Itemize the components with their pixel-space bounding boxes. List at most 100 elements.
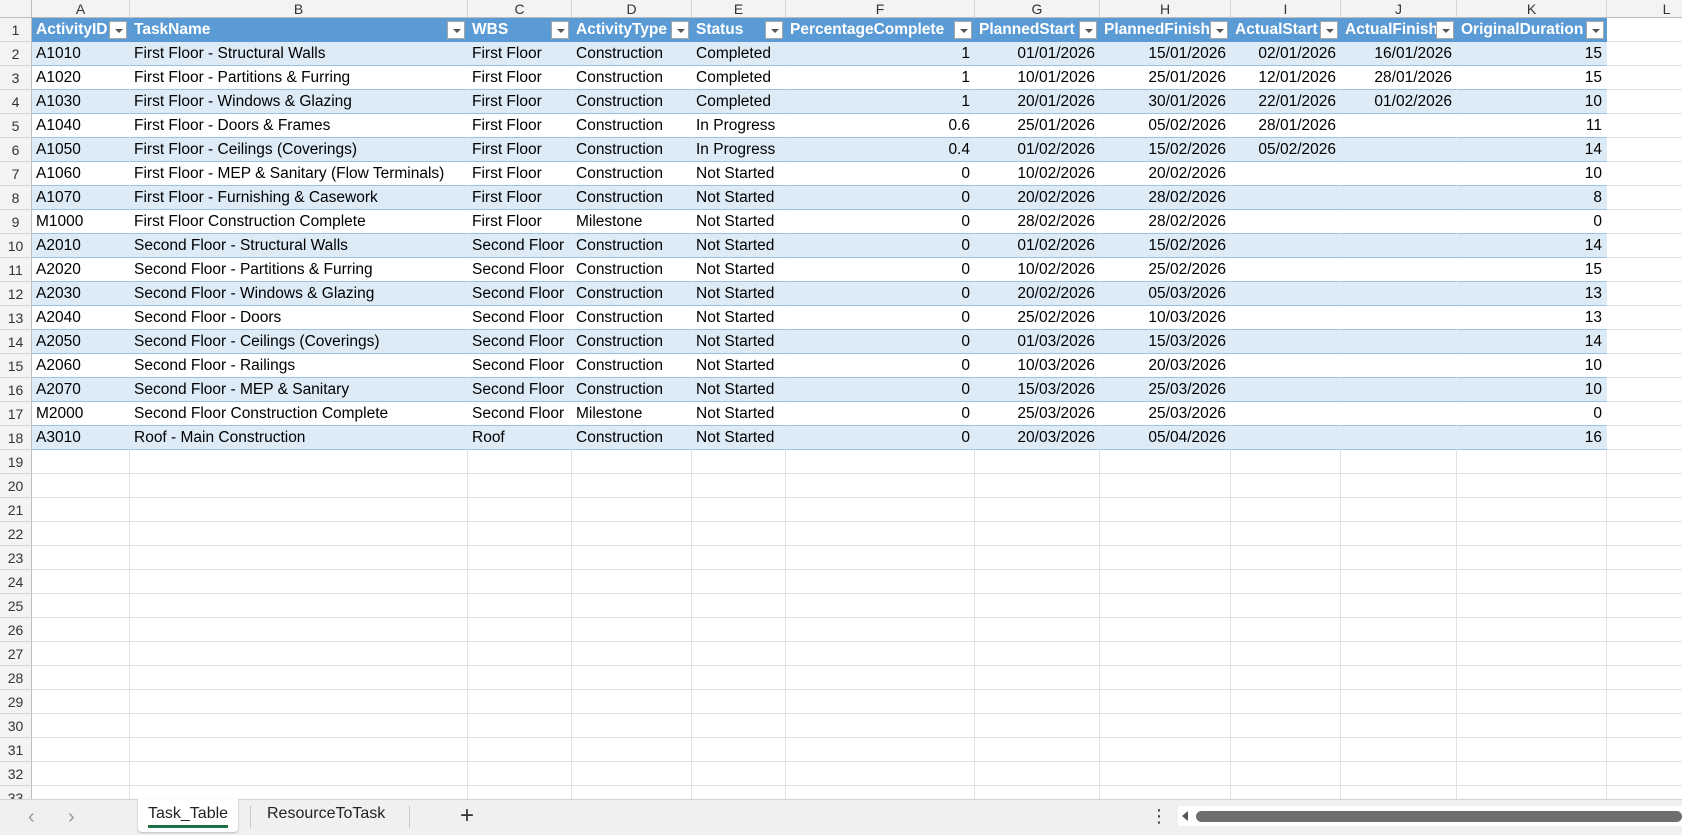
cell[interactable] — [572, 618, 692, 642]
cell[interactable]: 16/01/2026 — [1341, 42, 1457, 66]
cell[interactable]: 0.6 — [786, 114, 975, 138]
cell[interactable] — [786, 690, 975, 714]
tab-resource-to-task[interactable]: ResourceToTask — [257, 799, 395, 832]
row-header-8[interactable]: 8 — [0, 186, 32, 210]
row-header-20[interactable]: 20 — [0, 474, 32, 498]
cell[interactable] — [1341, 162, 1457, 186]
cell[interactable]: 10/01/2026 — [975, 66, 1100, 90]
cell[interactable] — [130, 594, 468, 618]
cell[interactable]: First Floor — [468, 186, 572, 210]
cell[interactable]: Not Started — [692, 354, 786, 378]
cell[interactable] — [692, 786, 786, 799]
column-header-D[interactable]: D — [572, 0, 692, 18]
cell[interactable]: Second Floor - Windows & Glazing — [130, 282, 468, 306]
cell[interactable] — [1231, 402, 1341, 426]
cell[interactable] — [1231, 546, 1341, 570]
table-header-activitytype[interactable]: ActivityType — [572, 18, 692, 42]
cell[interactable]: 0 — [786, 402, 975, 426]
cell[interactable] — [786, 762, 975, 786]
cell[interactable]: Second Floor - Doors — [130, 306, 468, 330]
cell[interactable] — [1341, 594, 1457, 618]
cell[interactable] — [1100, 450, 1231, 474]
cell[interactable] — [32, 546, 130, 570]
cell[interactable]: 20/03/2026 — [975, 426, 1100, 450]
cell[interactable]: 05/04/2026 — [1100, 426, 1231, 450]
cell[interactable] — [1100, 594, 1231, 618]
cell[interactable] — [1607, 162, 1682, 186]
cell[interactable]: Second Floor — [468, 282, 572, 306]
cell[interactable]: 1 — [786, 66, 975, 90]
cell[interactable]: Roof — [468, 426, 572, 450]
cell[interactable] — [572, 738, 692, 762]
cell[interactable] — [1341, 546, 1457, 570]
cell[interactable] — [1457, 522, 1607, 546]
cell[interactable] — [1607, 210, 1682, 234]
column-header-L[interactable]: L — [1607, 0, 1682, 18]
spreadsheet-grid[interactable]: A B C D E F G H I J K L 1 ActivityID TaskName WBS Activi… — [0, 0, 1682, 799]
row-header-24[interactable]: 24 — [0, 570, 32, 594]
cell[interactable] — [1100, 498, 1231, 522]
cell[interactable]: 0 — [786, 186, 975, 210]
cell[interactable] — [468, 618, 572, 642]
cell[interactable] — [32, 498, 130, 522]
row-header-12[interactable]: 12 — [0, 282, 32, 306]
vertical-dots-icon[interactable]: ⋮ — [1150, 806, 1168, 826]
cell[interactable]: 01/02/2026 — [975, 138, 1100, 162]
cell[interactable]: A2030 — [32, 282, 130, 306]
cell[interactable]: Not Started — [692, 186, 786, 210]
cell[interactable] — [130, 690, 468, 714]
cell[interactable] — [1231, 522, 1341, 546]
cell[interactable]: Construction — [572, 258, 692, 282]
cell[interactable]: Construction — [572, 114, 692, 138]
cell[interactable] — [572, 594, 692, 618]
cell[interactable]: 13 — [1457, 306, 1607, 330]
cell[interactable] — [572, 714, 692, 738]
cell[interactable] — [130, 714, 468, 738]
cell[interactable] — [786, 474, 975, 498]
cell[interactable] — [786, 450, 975, 474]
cell[interactable]: 0 — [786, 426, 975, 450]
row-header-31[interactable]: 31 — [0, 738, 32, 762]
row-header-30[interactable]: 30 — [0, 714, 32, 738]
cell[interactable] — [32, 570, 130, 594]
table-header-status[interactable]: Status — [692, 18, 786, 42]
table-header-actualfinish[interactable]: ActualFinish — [1341, 18, 1457, 42]
cell[interactable] — [1341, 690, 1457, 714]
cell[interactable] — [468, 786, 572, 799]
cell[interactable] — [468, 498, 572, 522]
cell[interactable] — [1231, 642, 1341, 666]
cell[interactable] — [1607, 138, 1682, 162]
cell[interactable]: Construction — [572, 66, 692, 90]
cell[interactable] — [1231, 474, 1341, 498]
cell[interactable]: 25/02/2026 — [975, 306, 1100, 330]
cell[interactable] — [130, 666, 468, 690]
cell[interactable]: A1060 — [32, 162, 130, 186]
cell[interactable] — [1457, 714, 1607, 738]
cell[interactable]: First Floor - Partitions & Furring — [130, 66, 468, 90]
cell[interactable] — [1341, 210, 1457, 234]
cell[interactable]: 0 — [786, 378, 975, 402]
cell[interactable]: A2010 — [32, 234, 130, 258]
cell[interactable] — [130, 762, 468, 786]
cell[interactable]: Construction — [572, 354, 692, 378]
cell[interactable] — [572, 762, 692, 786]
cell[interactable]: 10/02/2026 — [975, 258, 1100, 282]
cell[interactable] — [1231, 690, 1341, 714]
cell[interactable]: Not Started — [692, 258, 786, 282]
cell[interactable]: Not Started — [692, 330, 786, 354]
table-header-plannedstart[interactable]: PlannedStart — [975, 18, 1100, 42]
cell[interactable] — [1457, 546, 1607, 570]
cell[interactable]: 16 — [1457, 426, 1607, 450]
filter-dropdown-icon[interactable] — [447, 21, 465, 39]
cell[interactable] — [1607, 642, 1682, 666]
filter-dropdown-icon[interactable] — [765, 21, 783, 39]
cell[interactable] — [1100, 690, 1231, 714]
cell[interactable] — [975, 738, 1100, 762]
cell[interactable] — [1457, 474, 1607, 498]
row-header-29[interactable]: 29 — [0, 690, 32, 714]
cell[interactable] — [468, 738, 572, 762]
cell[interactable]: 01/02/2026 — [975, 234, 1100, 258]
cell[interactable] — [1341, 762, 1457, 786]
cell[interactable]: 0 — [1457, 210, 1607, 234]
column-header-K[interactable]: K — [1457, 0, 1607, 18]
